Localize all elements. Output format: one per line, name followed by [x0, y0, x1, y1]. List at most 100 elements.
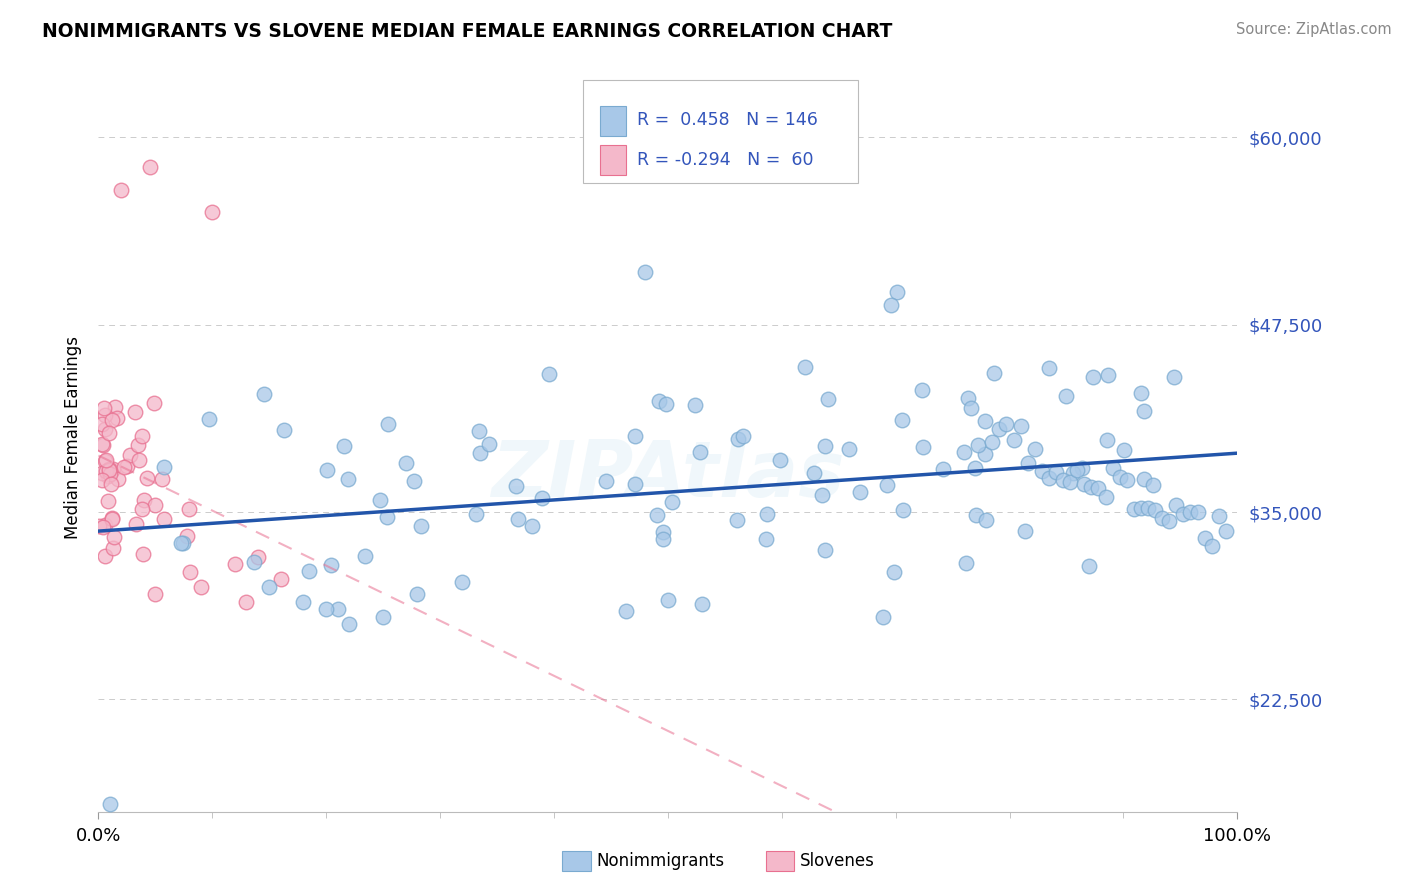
Point — [769, 453, 792, 467]
Point — [377, 417, 399, 432]
Point — [404, 474, 426, 488]
Point — [755, 533, 778, 547]
Point — [849, 484, 872, 499]
Text: NONIMMIGRANTS VS SLOVENE MEDIAN FEMALE EARNINGS CORRELATION CHART: NONIMMIGRANTS VS SLOVENE MEDIAN FEMALE E… — [42, 22, 893, 41]
Point — [1180, 505, 1202, 519]
Point — [1129, 385, 1152, 400]
Point — [1215, 524, 1237, 539]
Point — [101, 413, 124, 427]
Point — [634, 265, 657, 279]
Point — [478, 437, 501, 451]
Point — [817, 392, 839, 406]
Point — [101, 511, 124, 525]
Point — [955, 557, 977, 571]
Point — [103, 530, 125, 544]
Point — [891, 502, 914, 516]
Point — [169, 536, 191, 550]
Point — [733, 428, 755, 442]
Point — [811, 487, 834, 501]
Point — [974, 414, 997, 428]
Point — [100, 463, 122, 477]
Point — [143, 395, 166, 409]
Point — [960, 401, 983, 415]
Text: Nonimmigrants: Nonimmigrants — [596, 852, 724, 870]
Point — [880, 298, 903, 312]
Point — [624, 429, 647, 443]
Point — [1159, 514, 1181, 528]
Point — [101, 511, 124, 525]
Point — [1024, 442, 1046, 457]
Point — [655, 397, 678, 411]
Point — [132, 492, 155, 507]
Point — [172, 536, 194, 550]
Point — [1010, 418, 1032, 433]
Point — [814, 439, 837, 453]
Point — [465, 507, 488, 521]
Point — [1083, 370, 1105, 384]
Point — [965, 508, 987, 522]
Point — [755, 508, 778, 522]
Point — [138, 161, 160, 175]
Point — [886, 285, 908, 299]
Point — [1094, 491, 1116, 505]
Point — [110, 183, 132, 197]
Point — [94, 454, 117, 468]
Point — [1194, 531, 1216, 545]
Point — [333, 439, 356, 453]
Point — [1017, 456, 1039, 470]
Point — [273, 423, 295, 437]
Point — [1038, 360, 1060, 375]
Point — [91, 519, 114, 533]
Point — [259, 580, 281, 594]
Point — [190, 580, 212, 594]
Point — [814, 542, 837, 557]
Point — [467, 424, 489, 438]
Point — [319, 558, 342, 572]
Point — [246, 549, 269, 564]
Point — [224, 558, 246, 572]
Point — [145, 587, 167, 601]
Point — [468, 446, 491, 460]
Text: R =  0.458   N = 146: R = 0.458 N = 146 — [637, 112, 818, 129]
Point — [253, 387, 276, 401]
Point — [118, 448, 141, 462]
Point — [1052, 473, 1074, 487]
Point — [1152, 510, 1174, 524]
Point — [983, 366, 1005, 380]
Point — [91, 438, 114, 452]
Point — [153, 512, 176, 526]
Point — [956, 391, 979, 405]
Point — [651, 533, 673, 547]
Point — [135, 471, 157, 485]
Point — [1087, 481, 1109, 495]
Point — [371, 610, 394, 624]
Point — [104, 400, 127, 414]
Point — [1073, 477, 1095, 491]
Point — [131, 548, 153, 562]
Point — [176, 529, 198, 543]
Point — [803, 466, 825, 480]
Point — [1078, 559, 1101, 574]
Point — [270, 573, 292, 587]
Point — [337, 617, 360, 632]
Point — [911, 441, 934, 455]
Point — [794, 359, 817, 374]
Point — [1108, 470, 1130, 484]
Point — [375, 510, 398, 524]
Point — [1014, 524, 1036, 538]
Point — [537, 367, 560, 381]
Point — [409, 519, 432, 533]
Point — [117, 458, 139, 473]
Point — [90, 473, 112, 487]
Point — [131, 501, 153, 516]
Point — [520, 519, 543, 533]
Point — [1173, 508, 1195, 522]
Point — [595, 474, 617, 488]
Point — [326, 602, 349, 616]
Point — [94, 422, 117, 436]
Point — [1133, 472, 1156, 486]
Point — [876, 478, 898, 492]
Point — [406, 587, 429, 601]
Point — [689, 444, 711, 458]
Point — [883, 565, 905, 579]
